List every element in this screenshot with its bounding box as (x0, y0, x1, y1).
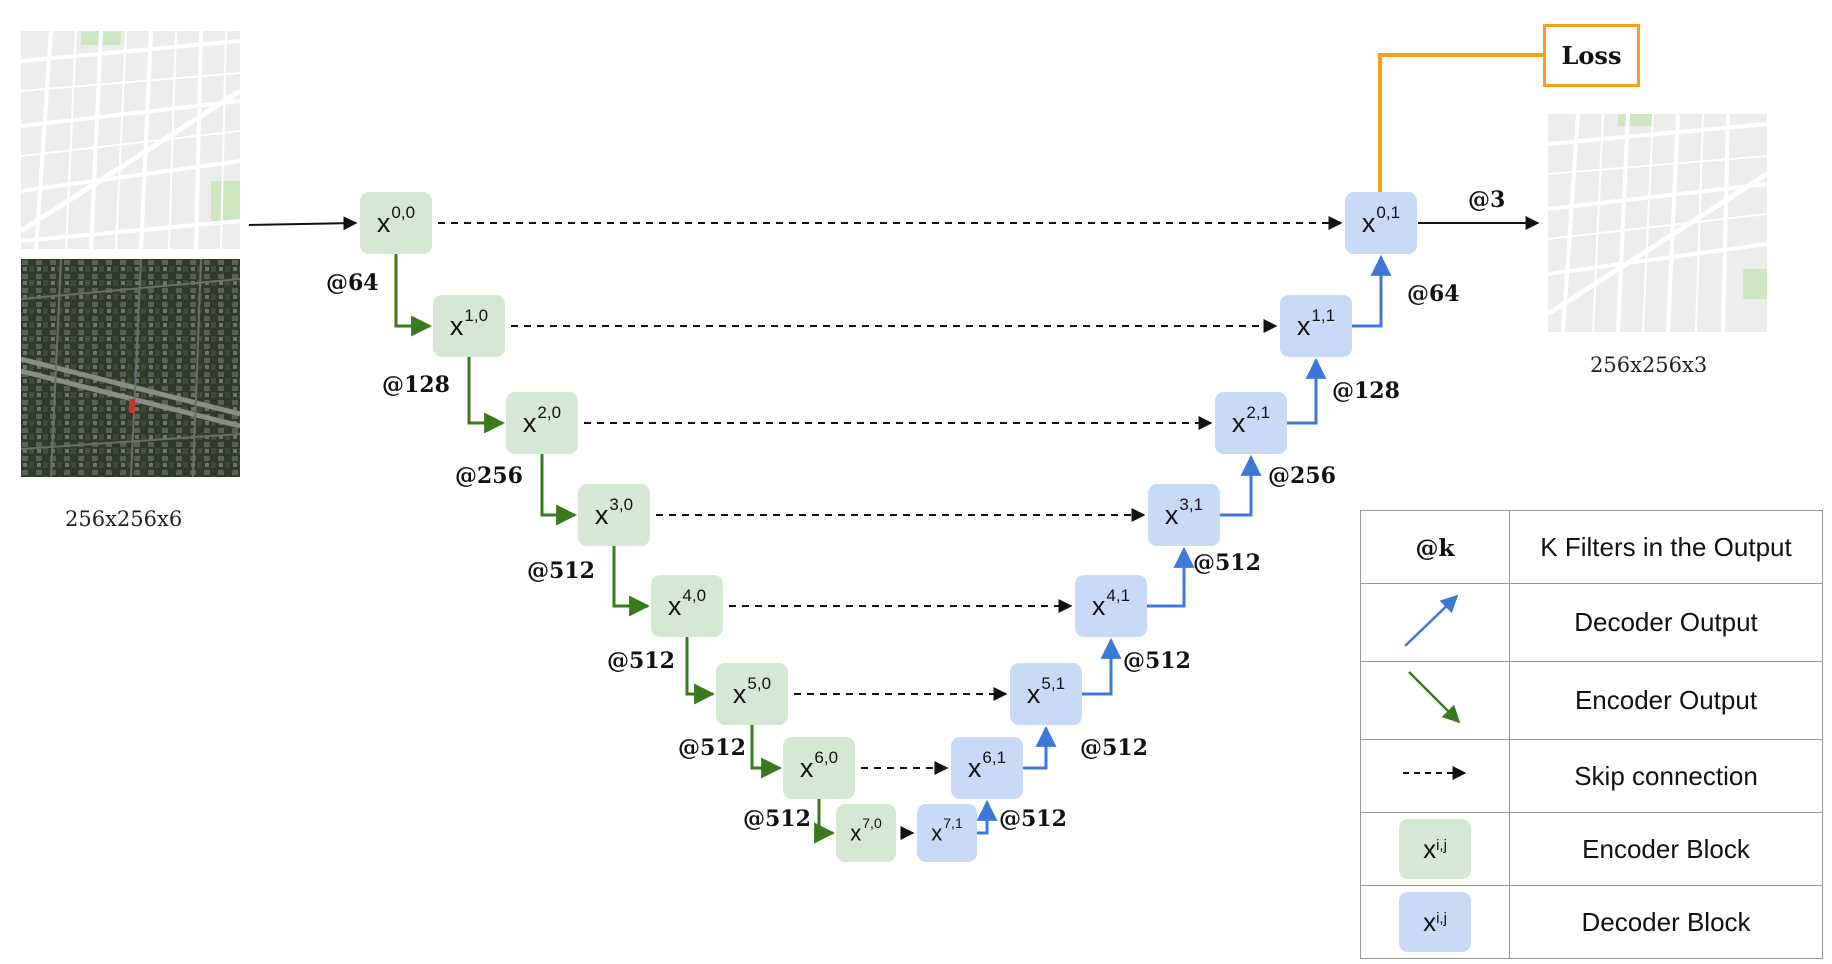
decoder-arrow-2 (1287, 357, 1327, 425)
decoder-filters-label-3: @256 (1268, 463, 1336, 489)
legend-symbol-skip-arrow (1360, 739, 1510, 813)
encoder-arrow-1 (467, 357, 506, 434)
encoder-filters-label-1: @128 (382, 372, 450, 398)
legend-text: Decoder Block (1509, 885, 1823, 959)
encoder-block-0: x0,0 (360, 192, 432, 254)
output-filters-label: @3 (1468, 187, 1506, 213)
legend-table: @k K Filters in the Output Decoder Outpu… (1360, 510, 1823, 959)
decoder-arrow-7 (976, 799, 998, 835)
input-satellite-image (21, 259, 240, 477)
encoder-arrow-icon (1408, 671, 1461, 724)
encoder-arrow-3 (612, 546, 651, 617)
input-caption: 256x256x6 (65, 507, 183, 531)
encoder-block-3: x3,0 (578, 484, 650, 546)
decoder-block-6: x6,1 (951, 737, 1023, 799)
encoder-block-icon: x i,j (1399, 819, 1471, 879)
encoder-filters-label-4: @512 (607, 648, 675, 674)
encoder-arrow-4 (685, 637, 716, 705)
legend-row-filters: @k K Filters in the Output (1360, 510, 1823, 584)
decoder-arrow-4 (1147, 546, 1195, 608)
legend-text: Skip connection (1509, 739, 1823, 813)
encoder-block-7: x7,0 (836, 804, 896, 862)
output-map-image (1548, 114, 1767, 332)
encoder-block-1: x1,0 (433, 295, 505, 357)
encoder-block-4: x4,0 (651, 575, 723, 637)
legend-text: Decoder Output (1509, 583, 1823, 662)
decoder-block-icon: x i,j (1399, 892, 1471, 952)
legend-symbol-encoder-arrow (1360, 661, 1510, 740)
legend-symbol-encoder-block: x i,j (1360, 812, 1510, 886)
decoder-arrow-1 (1352, 254, 1392, 328)
decoder-filters-label-2: @128 (1332, 378, 1400, 404)
encoder-arrow-6 (814, 799, 836, 844)
input-map-image (21, 31, 240, 249)
decoder-filters-label-5: @512 (1123, 648, 1191, 674)
encoder-filters-label-3: @512 (527, 558, 595, 584)
legend-text: Encoder Block (1509, 812, 1823, 886)
decoder-block-1: x1,1 (1280, 295, 1352, 357)
legend-symbol-k: @k (1360, 510, 1510, 584)
decoder-filters-label-1: @64 (1407, 281, 1460, 307)
encoder-block-5: x5,0 (716, 663, 788, 725)
decoder-arrow-5 (1082, 637, 1122, 696)
skip-arrow-icon (1403, 765, 1467, 780)
decoder-block-3: x3,1 (1148, 484, 1220, 546)
loss-label: Loss (1561, 41, 1622, 70)
decoder-block-4: x4,1 (1075, 575, 1147, 637)
legend-row-encoder-output: Encoder Output (1360, 661, 1823, 740)
decoder-filters-label-6: @512 (1080, 735, 1148, 761)
encoder-block-2: x2,0 (506, 392, 578, 454)
loss-line (1378, 53, 1543, 192)
encoder-arrow-5 (750, 725, 783, 779)
encoder-filters-label-6: @512 (743, 806, 811, 832)
legend-row-decoder-block: x i,j Decoder Block (1360, 885, 1823, 959)
encoder-filters-label-5: @512 (678, 735, 746, 761)
encoder-block-6: x6,0 (783, 737, 855, 799)
legend-row-encoder-block: x i,j Encoder Block (1360, 812, 1823, 886)
decoder-block-2: x2,1 (1215, 392, 1287, 454)
input-arrow (248, 216, 358, 231)
legend-row-decoder-output: Decoder Output (1360, 583, 1823, 662)
output-caption: 256x256x3 (1590, 353, 1708, 377)
legend-row-skip: Skip connection (1360, 739, 1823, 813)
decoder-filters-label-4: @512 (1193, 550, 1261, 576)
legend-symbol-decoder-block: x i,j (1360, 885, 1510, 959)
legend-text: Encoder Output (1509, 661, 1823, 740)
encoder-filters-label-2: @256 (455, 463, 523, 489)
encoder-filters-label-0: @64 (326, 270, 379, 296)
decoder-filters-label-7: @512 (999, 806, 1067, 832)
decoder-block-0: x0,1 (1345, 192, 1417, 254)
legend-text: K Filters in the Output (1509, 510, 1823, 584)
decoder-arrow-3 (1220, 454, 1262, 517)
encoder-arrow-0 (394, 254, 433, 337)
loss-box: Loss (1543, 24, 1640, 87)
legend-symbol-decoder-arrow (1360, 583, 1510, 662)
decoder-block-5: x5,1 (1010, 663, 1082, 725)
decoder-arrow-6 (1023, 725, 1057, 770)
encoder-arrow-2 (540, 454, 578, 526)
decoder-arrow-icon (1404, 594, 1459, 647)
decoder-block-7: x7,1 (917, 804, 977, 862)
